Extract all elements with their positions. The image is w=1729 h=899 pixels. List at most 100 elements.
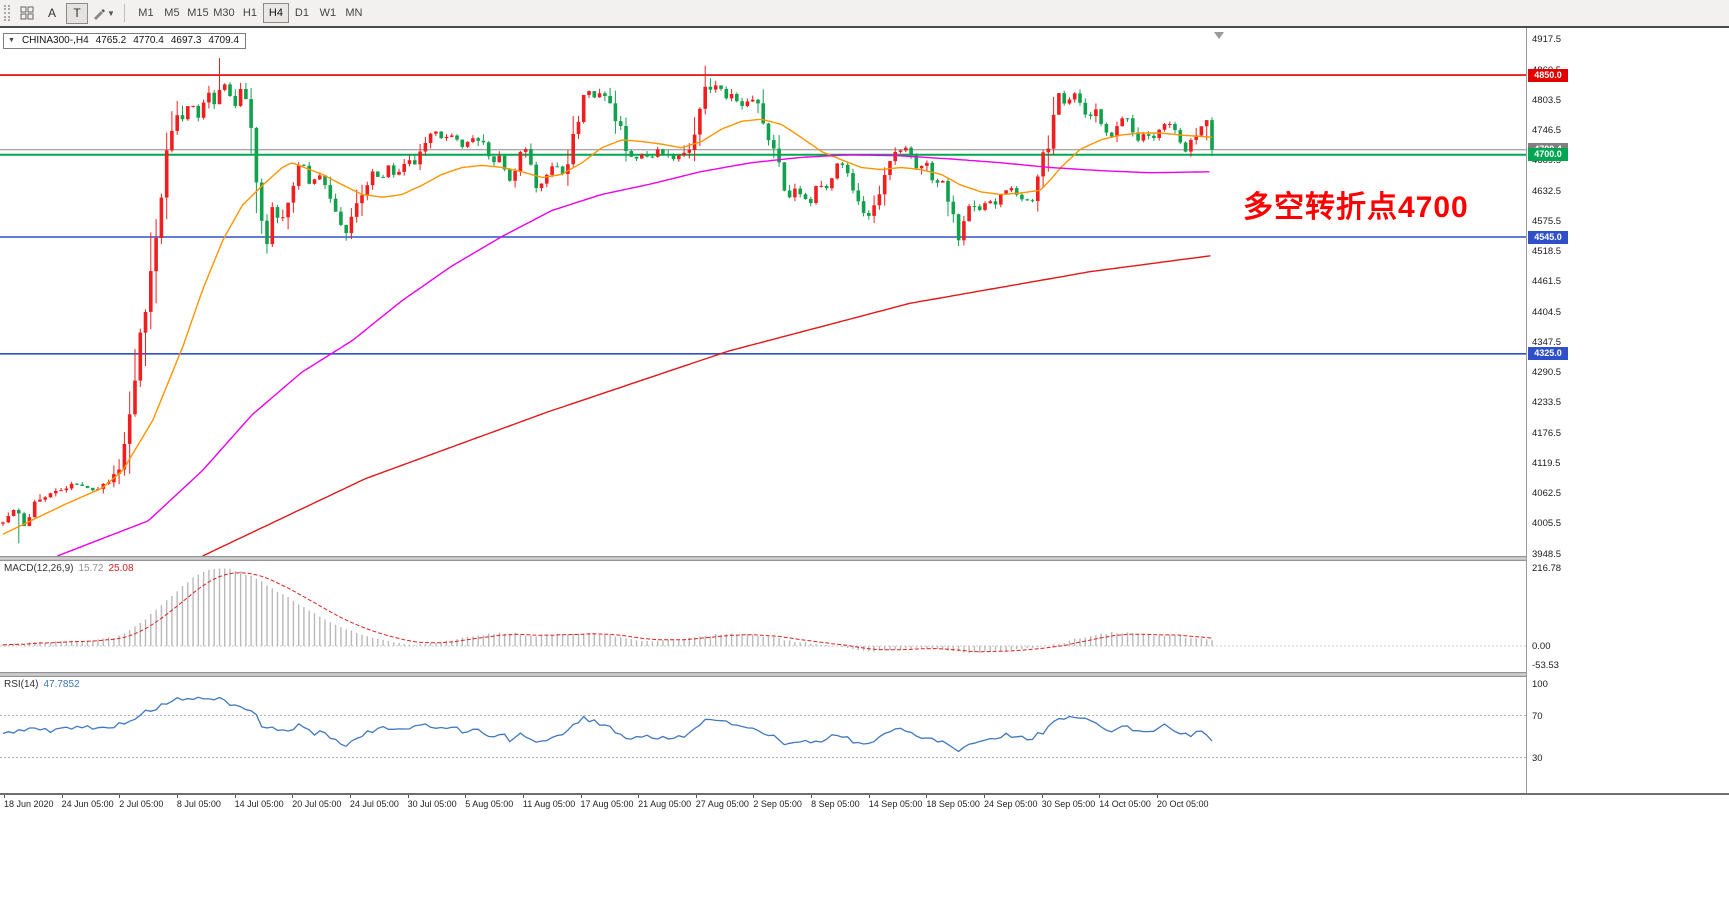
- timeframe-h4[interactable]: H4: [262, 3, 289, 23]
- ohlc-high: 4770.4: [133, 35, 164, 46]
- time-axis-tick: [811, 795, 813, 798]
- time-axis-tick: [638, 795, 640, 798]
- time-axis-label: 8 Jul 05:00: [176, 799, 221, 809]
- price-axis-label: 4632.5: [1532, 185, 1562, 197]
- time-axis-label: 24 Sep 05:00: [984, 799, 1038, 809]
- time-axis-tick: [753, 795, 755, 798]
- price-level-badge: 4545.0: [1528, 230, 1568, 244]
- time-axis-tick: [1041, 795, 1043, 798]
- macd-axis-label: 216.78: [1532, 562, 1562, 574]
- symbol-info[interactable]: ▼ CHINA300-,H4 4765.2 4770.4 4697.3 4709…: [3, 33, 247, 49]
- collapse-chevron-icon[interactable]: ▼: [8, 37, 15, 44]
- time-axis-label: 17 Aug 05:00: [580, 799, 634, 809]
- timeframe-m1[interactable]: M1: [133, 3, 159, 23]
- macd-axis-label: -53.53: [1532, 660, 1559, 672]
- toolbar-drag-handle[interactable]: [4, 5, 10, 21]
- price-axis-label: 4461.5: [1532, 276, 1562, 288]
- chart-grid-icon[interactable]: [16, 3, 38, 24]
- ohlc-open: 4765.2: [95, 35, 127, 46]
- price-axis-label: 4005.5: [1532, 518, 1562, 530]
- time-axis-tick: [234, 795, 236, 798]
- time-axis-tick: [292, 795, 294, 798]
- price-axis-label: 3948.5: [1532, 548, 1562, 560]
- candlestick-chart[interactable]: [0, 30, 1526, 556]
- macd-value: 15.72: [78, 563, 104, 574]
- timeframe-mn[interactable]: MN: [341, 3, 367, 23]
- price-axis-label: 4176.5: [1532, 427, 1562, 439]
- rsi-name: RSI(14): [4, 679, 39, 690]
- macd-name: MACD(12,26,9): [4, 563, 74, 574]
- timeframe-group: M1 M5 M15 M30 H1 H4 D1 W1 MN: [133, 3, 367, 23]
- time-axis-tick: [580, 795, 582, 798]
- grid-icon: [20, 6, 34, 20]
- timeframe-m5[interactable]: M5: [159, 3, 185, 23]
- price-axis-label: 4062.5: [1532, 488, 1562, 500]
- macd-splitter[interactable]: [0, 556, 1729, 561]
- price-axis-label: 4290.5: [1532, 367, 1562, 379]
- time-axis-label: 2 Sep 05:00: [753, 799, 802, 809]
- rsi-axis-label: 70: [1532, 710, 1543, 722]
- time-axis[interactable]: 18 Jun 2020 24 Jun 05:00 2 Jul 05:00 8 Jul …: [0, 795, 1729, 817]
- time-axis-tick: [1157, 795, 1158, 798]
- ohlc-close: 4709.4: [208, 35, 240, 46]
- rsi-splitter[interactable]: [0, 672, 1729, 677]
- draw-tool-button[interactable]: ▼: [91, 3, 116, 24]
- price-axis-label: 4233.5: [1532, 397, 1562, 409]
- price-axis-label: 4404.5: [1532, 306, 1562, 318]
- time-axis-line: [0, 793, 1729, 795]
- ohlc-low: 4697.3: [170, 35, 202, 46]
- price-axis-label: 4746.5: [1532, 125, 1562, 137]
- time-axis-label: 2 Jul 05:00: [119, 799, 164, 809]
- time-axis-label: 5 Aug 05:00: [465, 799, 514, 809]
- time-axis-tick: [984, 795, 985, 798]
- time-axis-tick: [119, 795, 121, 798]
- time-axis-label: 20 Oct 05:00: [1157, 799, 1209, 809]
- time-axis-tick: [465, 795, 467, 798]
- macd-indicator[interactable]: [0, 561, 1526, 672]
- time-axis-label: 18 Jun 2020: [4, 799, 54, 809]
- price-axis-label: 4575.5: [1532, 215, 1562, 227]
- price-axis-label: 4803.5: [1532, 94, 1562, 106]
- time-axis-tick: [407, 795, 409, 798]
- time-axis-label: 27 Aug 05:00: [695, 799, 749, 809]
- rsi-axis-label: 100: [1532, 679, 1548, 690]
- price-level-badge: 4850.0: [1528, 68, 1568, 82]
- chart-shift-icon[interactable]: [1214, 32, 1224, 39]
- timeframe-m15[interactable]: M15: [185, 3, 211, 23]
- time-axis-label: 20 Jul 05:00: [292, 799, 342, 809]
- annotate-a-button[interactable]: A: [41, 3, 63, 24]
- text-tool-button[interactable]: T: [66, 2, 88, 24]
- macd-axis-label: 0.00: [1532, 641, 1551, 652]
- chevron-down-icon: ▼: [107, 8, 115, 18]
- price-axis[interactable]: 4917.54860.54803.54746.54689.54632.54575…: [1526, 28, 1729, 793]
- macd-signal-value: 25.08: [108, 563, 134, 574]
- time-axis-label: 30 Sep 05:00: [1041, 799, 1096, 809]
- rsi-value: 47.7852: [43, 679, 80, 690]
- pencil-icon: [94, 8, 105, 20]
- time-axis-label: 18 Sep 05:00: [926, 799, 980, 809]
- timeframe-w1[interactable]: W1: [315, 3, 341, 23]
- time-axis-tick: [4, 795, 5, 798]
- timeframe-h1[interactable]: H1: [237, 3, 263, 23]
- time-axis-tick: [926, 795, 928, 798]
- toolbar: A T ▼ M1 M5 M15 M30 H1 H4 D1 W1 MN: [0, 0, 1729, 28]
- time-axis-label: 11 Aug 05:00: [522, 799, 576, 809]
- price-axis-label: 4518.5: [1532, 246, 1562, 258]
- rsi-indicator[interactable]: [0, 677, 1526, 793]
- timeframe-d1[interactable]: D1: [289, 3, 315, 23]
- timeframe-m30[interactable]: M30: [211, 3, 237, 23]
- price-axis-label: 4347.5: [1532, 336, 1562, 348]
- time-axis-tick: [176, 795, 178, 798]
- time-axis-tick: [61, 795, 63, 798]
- toolbar-separator: [123, 4, 125, 22]
- time-axis-label: 21 Aug 05:00: [638, 799, 692, 809]
- time-axis-label: 24 Jul 05:00: [349, 799, 399, 809]
- price-level-badge: 4325.0: [1528, 347, 1568, 361]
- time-axis-label: 30 Jul 05:00: [407, 799, 457, 809]
- price-axis-label: 4119.5: [1532, 457, 1561, 469]
- time-axis-tick: [522, 795, 524, 798]
- time-axis-label: 14 Oct 05:00: [1099, 799, 1151, 809]
- symbol-name: CHINA300-,H4: [21, 35, 89, 46]
- chart-annotation-text[interactable]: 多空转折点4700: [1243, 191, 1469, 224]
